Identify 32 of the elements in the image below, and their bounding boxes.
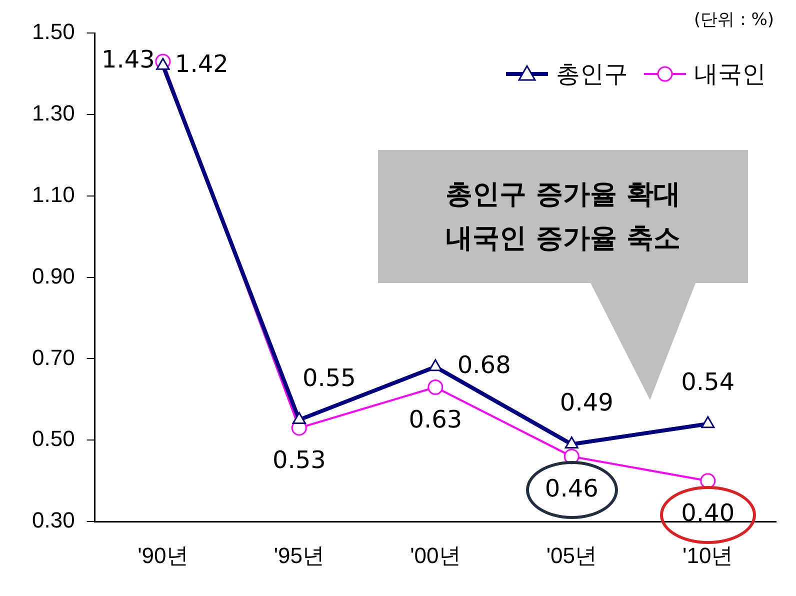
data-label: 0.46 (544, 474, 598, 503)
data-label: 0.55 (302, 364, 356, 392)
y-tick-label: 1.10 (32, 182, 75, 207)
y-tick-label: 0.30 (32, 508, 75, 533)
data-label: 0.68 (457, 351, 511, 380)
y-tick-label: 1.30 (32, 100, 75, 126)
point (701, 416, 715, 428)
legend-label: 내국인 (694, 59, 766, 90)
data-label: 0.63 (408, 405, 462, 434)
y-tick-label: 0.90 (32, 263, 75, 288)
point (428, 359, 442, 372)
data-label: 1.43 (102, 46, 155, 74)
data-label: 0.40 (681, 499, 735, 528)
y-tick-label: 1.50 (32, 19, 75, 44)
point (156, 58, 170, 70)
data-label: 1.42 (174, 50, 228, 78)
annotation: 총인구 증가율 확대 내국인 증가율 축소 (378, 150, 748, 283)
point (428, 379, 444, 395)
data-label: 0.54 (681, 368, 735, 396)
legend-label: 총인구 (556, 59, 628, 90)
data-label: 0.49 (560, 388, 614, 416)
x-tick-label: '95년 (274, 542, 325, 568)
x-tick-label: '00년 (410, 542, 461, 568)
x-tick-label: '90년 (138, 542, 188, 568)
y-tick-label: 0.50 (32, 426, 75, 452)
y-tick-label: 0.70 (32, 344, 75, 370)
x-tick-label: '10년 (682, 542, 734, 568)
point (564, 436, 578, 448)
data-label: 0.53 (272, 446, 326, 474)
x-tick-label: '05년 (546, 542, 597, 568)
text: (단위 : %) (694, 9, 774, 31)
point (292, 412, 306, 424)
